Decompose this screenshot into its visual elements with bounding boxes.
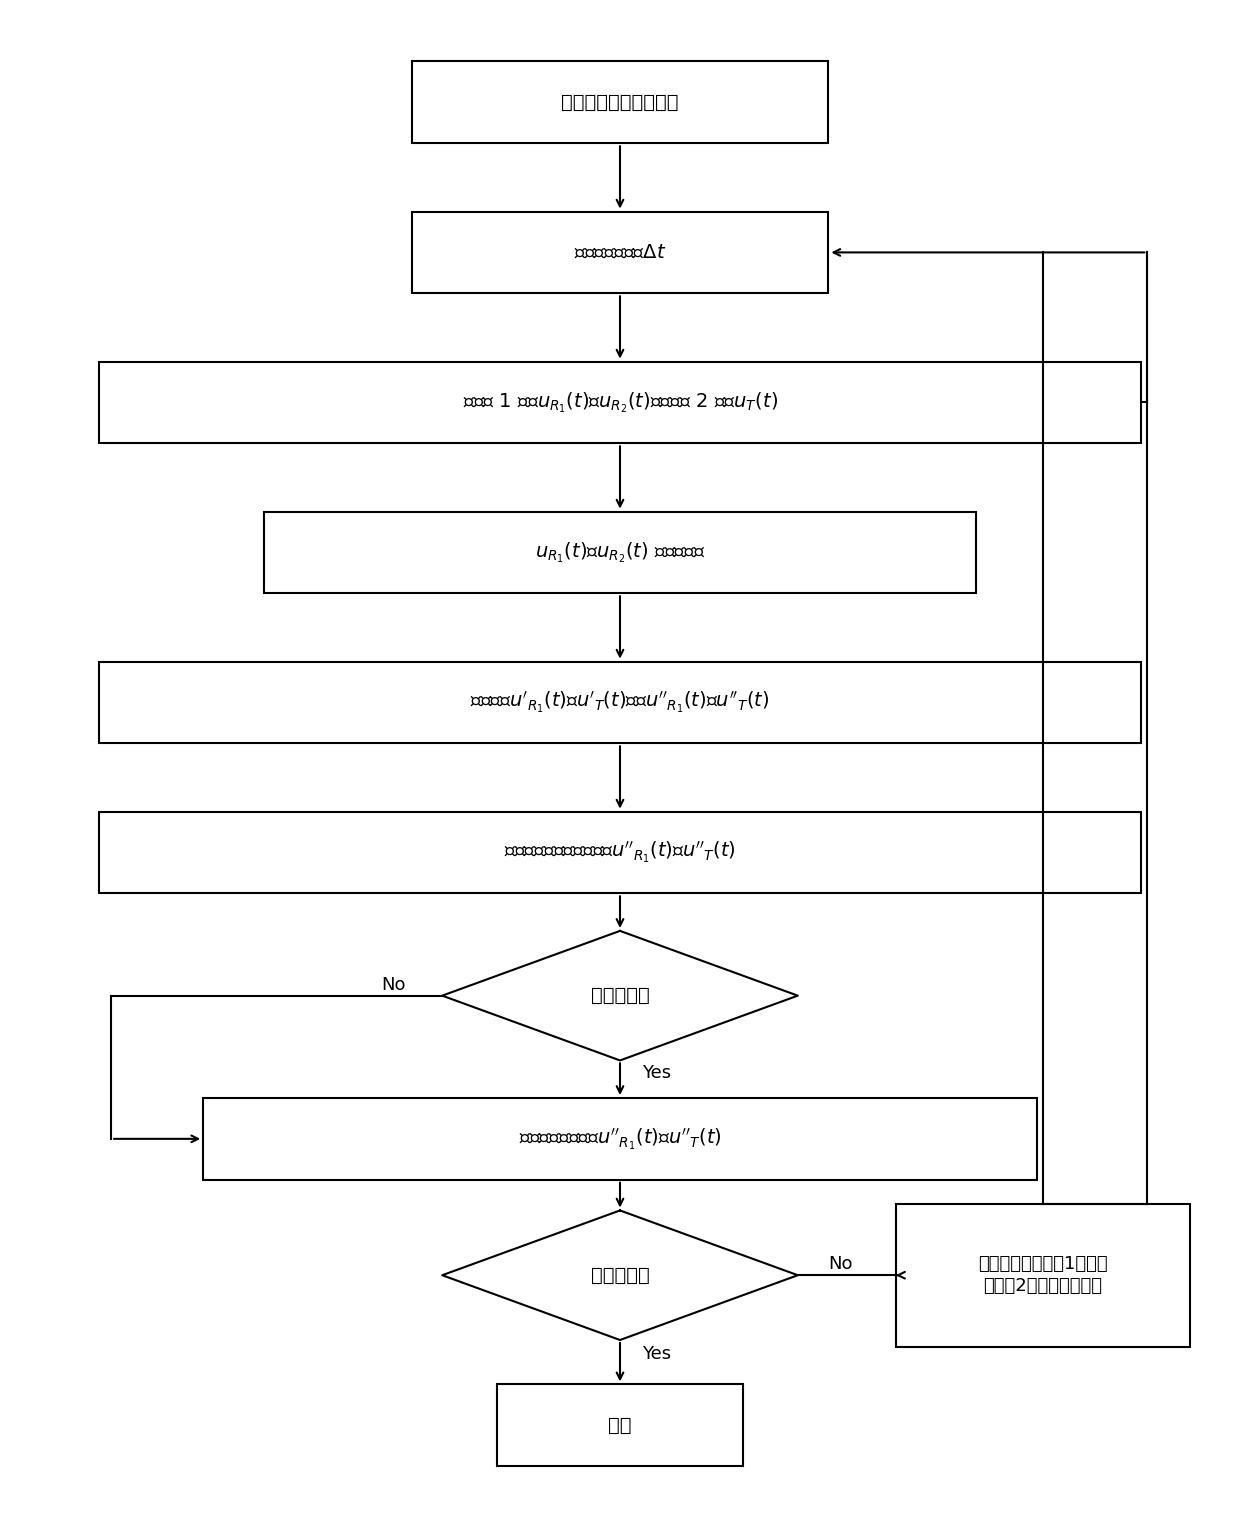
Bar bbox=[264, 512, 976, 593]
Polygon shape bbox=[443, 931, 797, 1060]
Text: $u_{R_1}(t)$和$u_{R_2}(t)$ 的分离提取: $u_{R_1}(t)$和$u_{R_2}(t)$ 的分离提取 bbox=[534, 540, 706, 565]
Text: 向外部计算机输出$u''_{R_1}(t)$和$u''_T(t)$: 向外部计算机输出$u''_{R_1}(t)$和$u''_T(t)$ bbox=[518, 1126, 722, 1152]
Bar bbox=[99, 662, 1141, 743]
Text: 各单元连接、零件装卡: 各单元连接、零件装卡 bbox=[562, 92, 678, 112]
Polygon shape bbox=[443, 1210, 797, 1340]
Text: No: No bbox=[381, 975, 405, 993]
Text: 结束: 结束 bbox=[609, 1416, 631, 1435]
Bar bbox=[99, 362, 1141, 444]
Text: 设置信号增益、$\Delta t$: 设置信号增益、$\Delta t$ bbox=[574, 242, 666, 262]
Text: 并行采集$u'_{R_1}(t)$和$u'_T(t)$得到$u''_{R_1}(t)$和$u''_T(t)$: 并行采集$u'_{R_1}(t)$和$u'_T(t)$得到$u''_{R_1}(… bbox=[470, 690, 770, 715]
Bar bbox=[412, 62, 828, 144]
Text: 同步移动换能器（1）和换
能器（2）至下个位置点: 同步移动换能器（1）和换 能器（2）至下个位置点 bbox=[978, 1255, 1107, 1296]
Bar bbox=[203, 1098, 1037, 1179]
Bar bbox=[895, 1204, 1190, 1347]
Text: No: No bbox=[828, 1255, 853, 1273]
Text: 采集完毕？: 采集完毕？ bbox=[590, 1266, 650, 1285]
Text: 按数据链接的形式保缓存$u''_{R_1}(t)$和$u''_T(t)$: 按数据链接的形式保缓存$u''_{R_1}(t)$和$u''_T(t)$ bbox=[503, 840, 737, 866]
Text: Yes: Yes bbox=[642, 1064, 671, 1083]
Bar bbox=[497, 1384, 743, 1466]
Text: Yes: Yes bbox=[642, 1346, 671, 1363]
Bar bbox=[99, 812, 1141, 893]
Text: 换能器 1 接收$u_{R_1}(t)$和$u_{R_2}(t)$，换能器 2 接收$u_T(t)$: 换能器 1 接收$u_{R_1}(t)$和$u_{R_2}(t)$，换能器 2 … bbox=[463, 391, 777, 415]
Bar bbox=[412, 212, 828, 294]
Text: 输出数据？: 输出数据？ bbox=[590, 986, 650, 1005]
